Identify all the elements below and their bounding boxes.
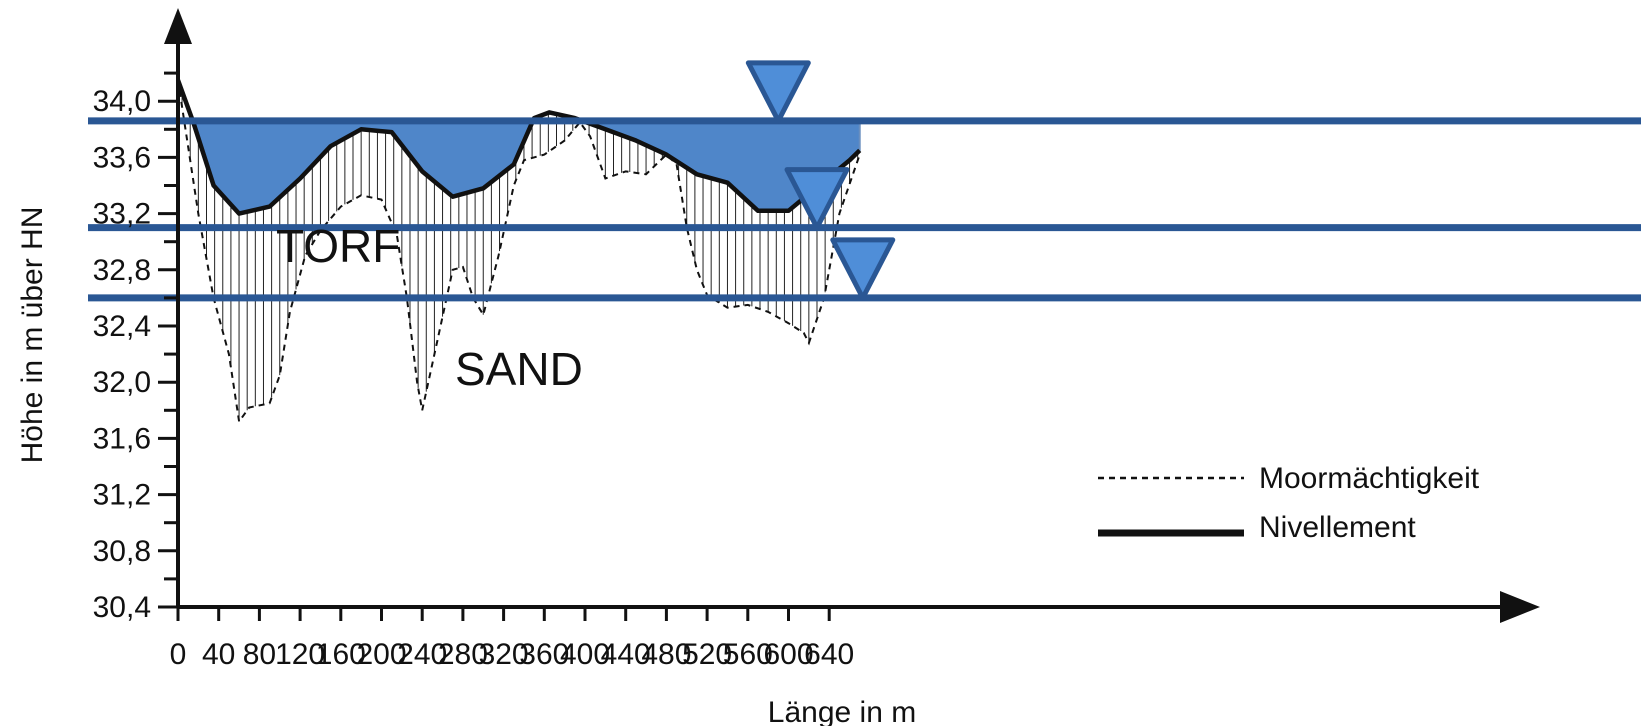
y-tick-label: 30,8 xyxy=(93,535,151,568)
water-fill-area xyxy=(192,119,534,215)
y-tick-label: 30,4 xyxy=(93,591,151,624)
water-level-marker-2 xyxy=(784,167,850,231)
x-axis-arrow xyxy=(1500,591,1540,623)
legend-label-moormaechtigkeit: Moormächtigkeit xyxy=(1259,462,1480,495)
y-tick-label: 32,4 xyxy=(93,310,151,343)
x-tick-label: 160 xyxy=(316,638,366,671)
x-tick-label: 80 xyxy=(243,638,276,671)
x-tick-label: 240 xyxy=(397,638,447,671)
y-tick-label: 31,2 xyxy=(93,479,151,512)
x-tick-label: 120 xyxy=(275,638,325,671)
y-tick-label: 32,8 xyxy=(93,254,151,287)
x-tick-label: 640 xyxy=(804,638,854,671)
hatch-region xyxy=(181,91,859,422)
water-level-marker-1 xyxy=(745,60,811,124)
water-level-markers xyxy=(745,60,896,301)
x-axis-title: Länge in m xyxy=(768,696,916,726)
region-label-torf: TORF xyxy=(276,220,400,272)
axes xyxy=(158,8,1540,623)
y-tick-label: 32,0 xyxy=(93,366,151,399)
legend: Moormächtigkeit Nivellement xyxy=(1098,462,1480,544)
y-tick-label: 33,6 xyxy=(93,141,151,174)
x-tick-label: 320 xyxy=(479,638,529,671)
legend-label-nivellement: Nivellement xyxy=(1259,511,1416,544)
y-tick-label: 34,0 xyxy=(93,85,151,118)
x-tick-label: 200 xyxy=(356,638,406,671)
y-tick-label: 31,6 xyxy=(93,422,151,455)
x-tick-label: 280 xyxy=(438,638,488,671)
x-tick-label: 440 xyxy=(601,638,651,671)
water-level-marker-3 xyxy=(830,237,896,301)
x-tick-label: 40 xyxy=(202,638,235,671)
x-tick-label: 400 xyxy=(560,638,610,671)
region-label-sand: SAND xyxy=(455,343,583,395)
x-tick-label: 480 xyxy=(641,638,691,671)
y-tick-label: 33,2 xyxy=(93,198,151,231)
x-tick-label: 360 xyxy=(519,638,569,671)
x-tick-label: 600 xyxy=(763,638,813,671)
series-line-nivellement xyxy=(175,79,862,216)
tick-labels: 30,4 30,8 31,2 31,6 32,0 32,4 32,8 33,2 33,6 34,0… xyxy=(93,85,855,671)
x-tick-label: 0 xyxy=(170,638,187,671)
y-axis-arrow xyxy=(164,8,192,44)
x-tick-label: 520 xyxy=(682,638,732,671)
y-axis-title: Höhe in m über HN xyxy=(16,207,49,464)
x-tick-label: 560 xyxy=(723,638,773,671)
series-lines xyxy=(175,79,862,425)
